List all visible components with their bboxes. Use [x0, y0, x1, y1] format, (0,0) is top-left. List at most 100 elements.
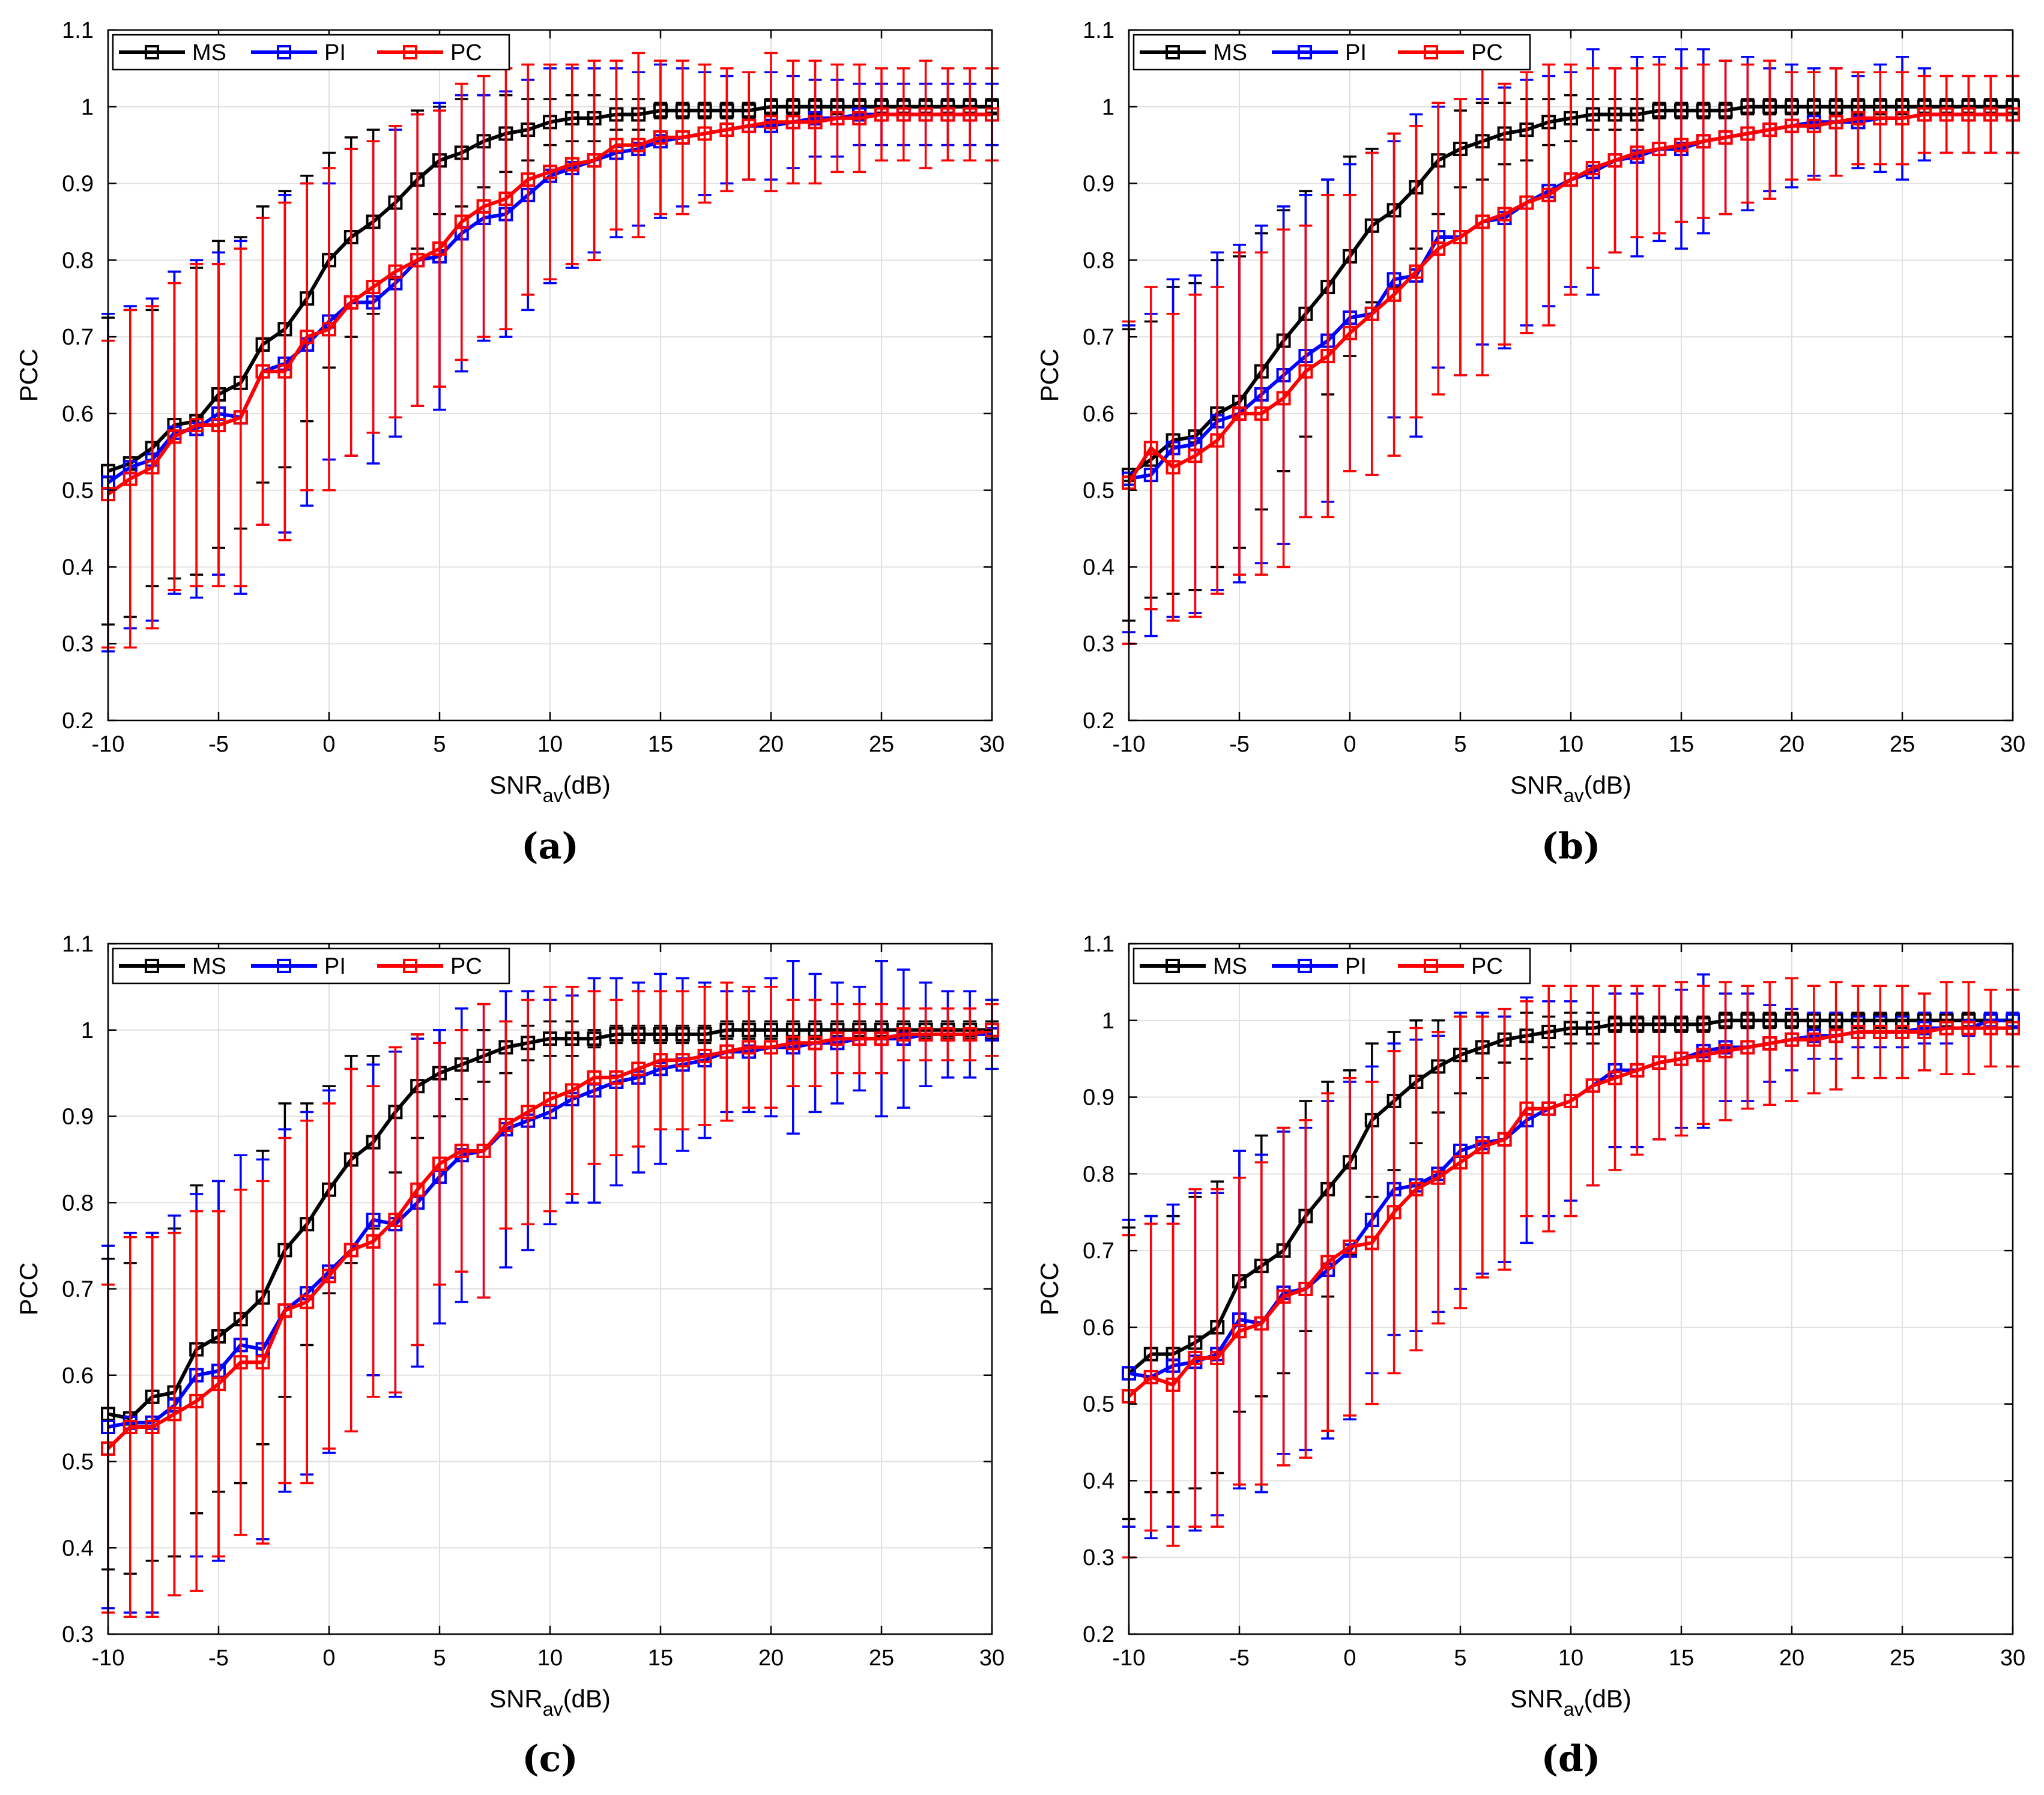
data-point-pc [1851, 110, 1866, 125]
data-point-pc [874, 107, 889, 122]
legend-marker-pc [1424, 45, 1438, 59]
data-point-pc [1895, 1024, 1909, 1039]
data-point-pc [1232, 1324, 1247, 1339]
data-point-pc [1320, 1255, 1335, 1270]
data-point-pc [122, 471, 138, 486]
data-point-pc [653, 130, 668, 145]
data-point-pc [388, 264, 403, 279]
data-point-pc [1564, 1093, 1578, 1108]
data-point-pc [1475, 1139, 1490, 1154]
y-tick-label: 0.9 [62, 172, 94, 197]
legend-label-pc: PC [450, 954, 482, 979]
data-point-pc [1696, 134, 1711, 149]
data-point-pc [852, 110, 867, 125]
data-point-pc [764, 1040, 778, 1055]
data-point-pc [1166, 460, 1181, 475]
data-point-pc [1917, 1024, 1932, 1039]
data-point-pc [1674, 137, 1689, 152]
data-point-pc [521, 1105, 536, 1120]
data-point-pc [145, 1420, 160, 1434]
data-point-pc [410, 1182, 425, 1197]
data-point-pc [1386, 1205, 1401, 1220]
data-point-pc [918, 107, 933, 122]
data-point-pc [742, 1040, 757, 1055]
y-axis-label: PCC [1035, 1263, 1063, 1316]
y-tick-label: 0.7 [62, 325, 94, 350]
y-tick-label: 0.5 [1083, 478, 1114, 504]
y-tick-label: 0.9 [1083, 172, 1114, 197]
data-point-pc [1674, 1051, 1689, 1066]
y-tick-label: 0.7 [1083, 1238, 1114, 1264]
data-point-pc [1143, 441, 1158, 456]
data-point-pc [1873, 1024, 1888, 1039]
data-point-pc [697, 1048, 712, 1063]
y-tick-label: 0.6 [62, 402, 94, 427]
y-tick-label: 1 [1102, 95, 1114, 120]
data-point-pc [830, 110, 845, 125]
data-point-pc [852, 1031, 867, 1046]
chart-panel-2: -10 -5 0 5 10 15 20 25 30 0.2 0.3 0.4 0.5 0.6 0.7 0.8 0.… [1035, 18, 2025, 867]
data-point-pc [1762, 122, 1777, 137]
data-point-pc [940, 1027, 955, 1042]
data-point-pc [122, 1420, 138, 1434]
x-tick-label: 25 [869, 732, 894, 757]
data-point-pc [719, 122, 734, 137]
data-point-pc [1254, 406, 1269, 421]
y-tick-label: 0.4 [1083, 555, 1114, 580]
data-point-pc [255, 364, 270, 379]
data-point-pc [1607, 153, 1622, 168]
legend-label-pi: PI [1345, 954, 1367, 979]
data-point-pc [343, 295, 358, 310]
data-point-pc [631, 1061, 646, 1076]
data-point-pc [1453, 230, 1468, 244]
data-point-pc [498, 192, 513, 207]
data-point-pc [233, 410, 248, 425]
panel-label: (c) [522, 1738, 578, 1780]
data-point-pc [1409, 1181, 1424, 1196]
data-point-pc [476, 1144, 491, 1158]
x-axis-label: SNRav(dB) [489, 1685, 611, 1720]
series-pc [101, 981, 999, 1618]
data-point-pc [918, 1027, 933, 1042]
data-point-pc [233, 1355, 248, 1370]
data-point-pc [1276, 391, 1291, 406]
legend-marker-pi [1298, 959, 1312, 973]
legend-marker-ms [145, 45, 159, 59]
data-point-pc [1828, 1028, 1843, 1043]
data-point-pc [1143, 1369, 1158, 1384]
x-tick-label: 0 [322, 1646, 335, 1671]
legend: MS PI PC [1132, 34, 1531, 71]
data-point-pc [432, 1156, 447, 1171]
data-point-pc [1276, 1289, 1291, 1304]
data-point-pc [1630, 145, 1645, 160]
legend-label-ms: MS [192, 954, 226, 979]
y-tick-label: 0.4 [1083, 1468, 1114, 1494]
y-tick-label: 0.7 [62, 1277, 94, 1302]
series-pc [1122, 59, 2020, 645]
data-point-pc [167, 429, 182, 444]
y-axis-label: PCC [1035, 349, 1063, 402]
data-point-pc [1961, 107, 1976, 122]
y-tick-label: 0.6 [1083, 402, 1114, 427]
data-point-pc [587, 153, 602, 168]
y-tick-label: 1 [81, 95, 94, 120]
data-point-pc [476, 199, 491, 214]
x-tick-label: 30 [2000, 1646, 2025, 1671]
y-tick-label: 0.9 [62, 1105, 94, 1130]
data-point-pc [896, 107, 911, 122]
y-tick-label: 0.3 [62, 1622, 94, 1647]
x-tick-label: -10 [92, 1646, 125, 1671]
data-point-pc [1453, 1155, 1468, 1170]
y-tick-label: 0.7 [1083, 325, 1114, 350]
x-tick-label: 20 [758, 732, 784, 757]
y-tick-label: 0.2 [1083, 708, 1114, 734]
y-tick-label: 0.5 [62, 1450, 94, 1475]
legend-marker-pc [1424, 959, 1438, 973]
legend-label-pi: PI [324, 954, 346, 979]
data-point-pc [277, 1303, 292, 1318]
legend-marker-ms [1166, 45, 1180, 59]
data-point-pc [1895, 110, 1909, 125]
x-tick-label: 25 [1890, 732, 1915, 757]
data-point-pc [742, 118, 757, 133]
legend-marker-pi [277, 45, 291, 59]
